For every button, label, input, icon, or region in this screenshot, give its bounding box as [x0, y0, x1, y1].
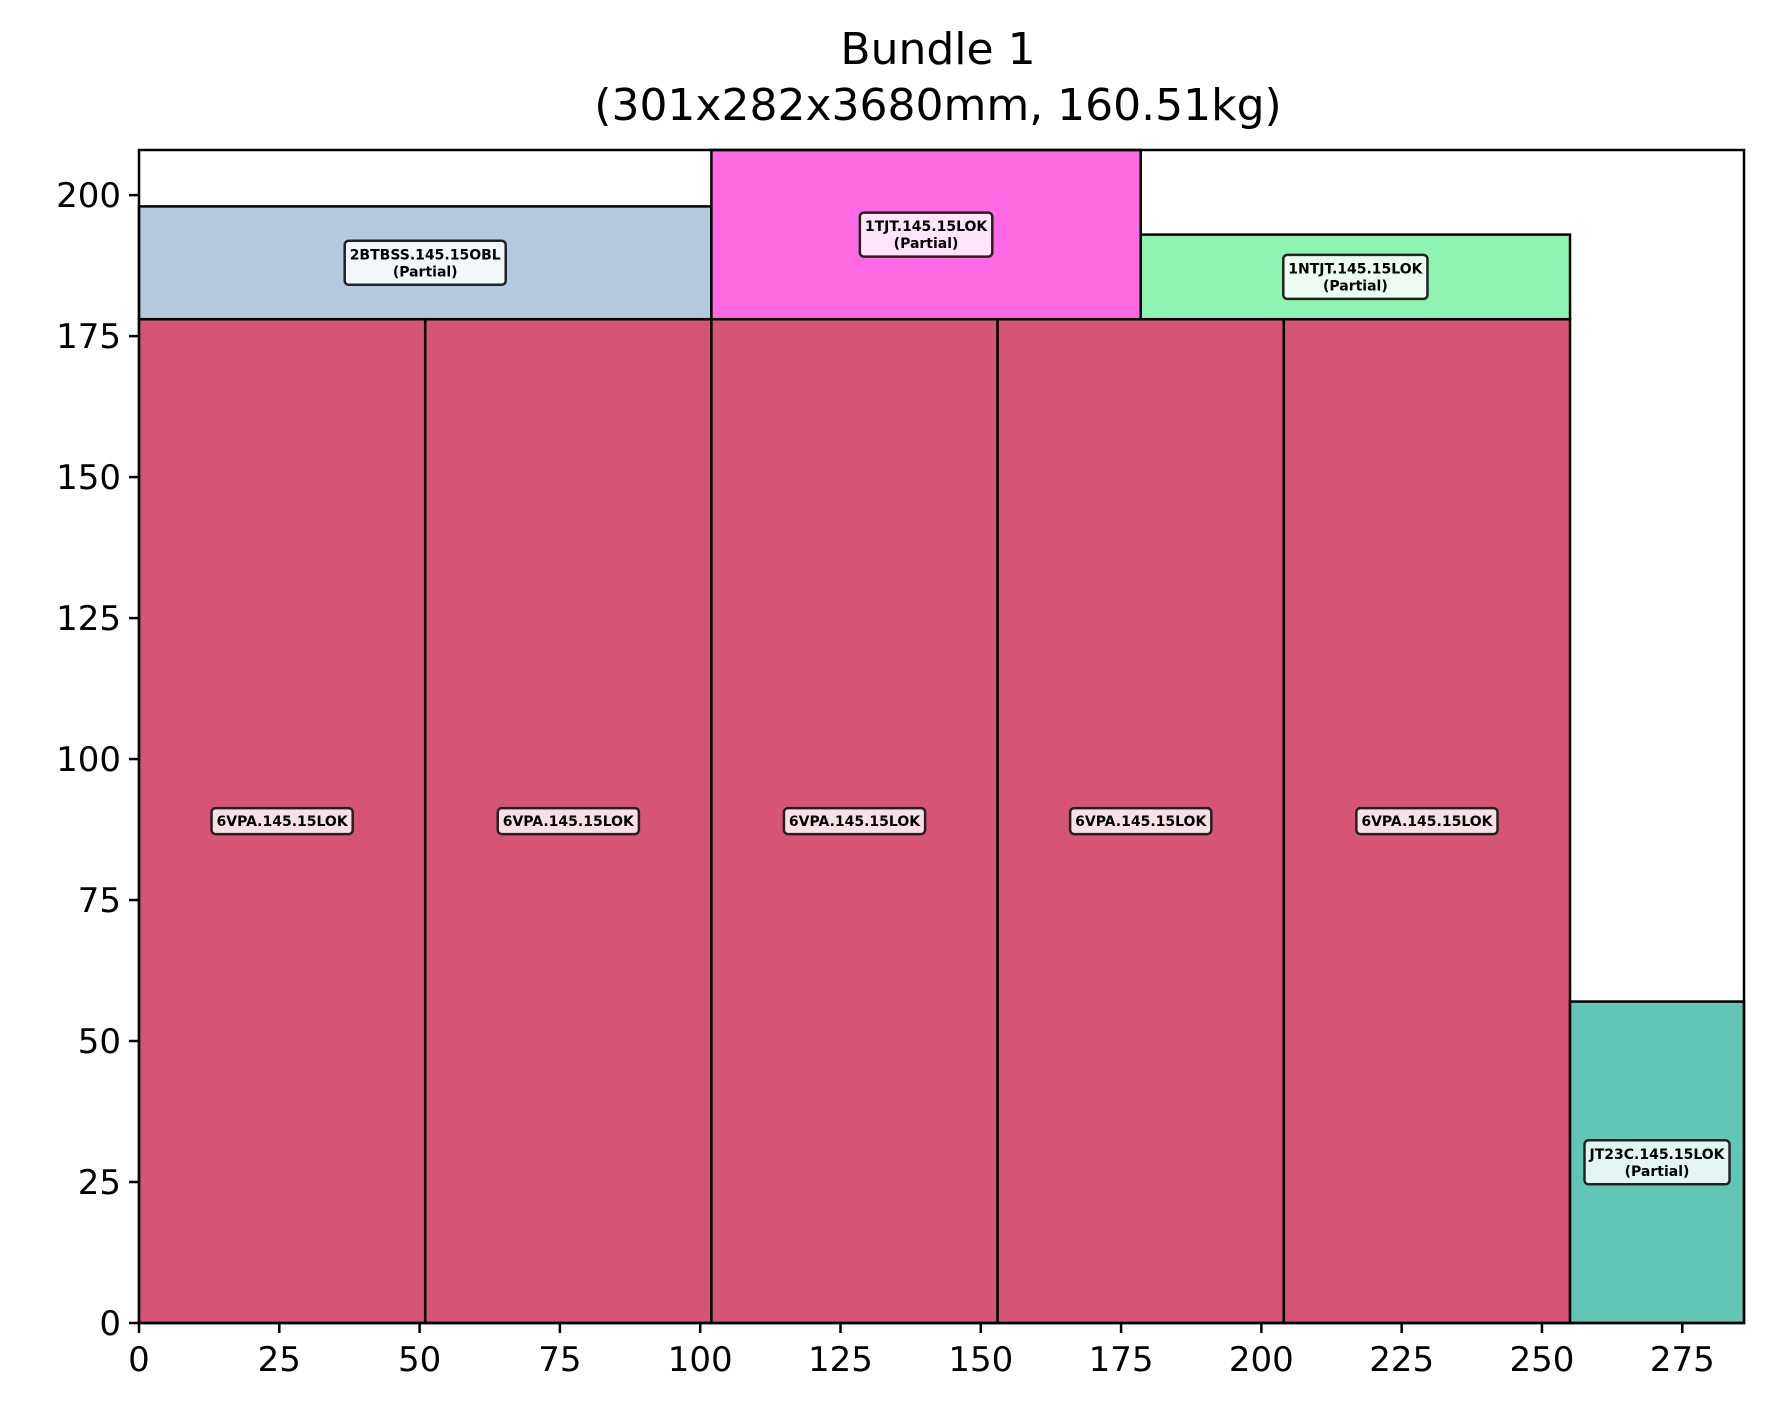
- item-label-box-6: [858, 211, 994, 258]
- item-label-text-6: 1TJT.145.15LOK: [865, 219, 989, 235]
- item-label-2: 6VPA.145.15LOK: [782, 806, 927, 836]
- x-tick-label-6: 150: [948, 1340, 1013, 1380]
- item-label-box-0: [210, 806, 354, 836]
- item-label-box-1: [496, 806, 641, 836]
- chart-subtitle: (301x282x3680mm, 160.51kg): [594, 80, 1281, 131]
- plot-frame: [137, 148, 1746, 1325]
- item-label-7: 1NTJT.145.15LOK(Partial): [1282, 253, 1429, 301]
- x-tick-label-10: 250: [1510, 1340, 1575, 1380]
- item-label-note-7: (Partial): [1323, 278, 1388, 294]
- x-tick-label-7: 175: [1089, 1340, 1154, 1380]
- x-tick-label-3: 75: [538, 1340, 581, 1380]
- item-rect-7: [1139, 233, 1572, 321]
- y-tick-label-2: 50: [78, 1022, 121, 1062]
- x-tick-label-0: 0: [128, 1340, 150, 1380]
- item-label-text-5: 2BTBSS.145.15OBL: [350, 247, 501, 263]
- x-tick-label-8: 200: [1229, 1340, 1294, 1380]
- item-label-note-5: (Partial): [393, 264, 458, 280]
- axes-layer: 0 25 50 75 100 125 150 175 200 225 250 275 0 25 50 75 10…: [56, 148, 1746, 1380]
- item-label-text-0: 6VPA.145.15LOK: [217, 814, 349, 830]
- item-label-3: 6VPA.145.15LOK: [1068, 806, 1213, 836]
- y-tick-label-7: 175: [56, 317, 121, 357]
- x-tick-label-2: 50: [398, 1340, 441, 1380]
- item-label-0: 6VPA.145.15LOK: [210, 806, 354, 836]
- item-label-box-3: [1068, 806, 1213, 836]
- item-label-box-5: [343, 239, 507, 287]
- item-label-text-7: 1NTJT.145.15LOK: [1288, 261, 1423, 277]
- x-tick-label-11: 275: [1650, 1340, 1715, 1380]
- item-label-1: 6VPA.145.15LOK: [496, 806, 641, 836]
- x-tick-label-5: 125: [808, 1340, 873, 1380]
- item-label-note-6: (Partial): [894, 236, 959, 252]
- y-tick-label-6: 150: [56, 458, 121, 498]
- y-tick-label-1: 25: [78, 1163, 121, 1203]
- item-label-5: 2BTBSS.145.15OBL(Partial): [343, 239, 507, 287]
- item-label-text-2: 6VPA.145.15LOK: [789, 814, 921, 830]
- item-label-8: JT23C.145.15LOK(Partial): [1583, 1139, 1731, 1186]
- item-label-box-7: [1282, 253, 1429, 301]
- item-label-box-2: [782, 806, 927, 836]
- item-label-text-8: JT23C.145.15LOK: [1589, 1147, 1726, 1163]
- x-tick-label-4: 100: [668, 1340, 733, 1380]
- item-label-text-4: 6VPA.145.15LOK: [1361, 814, 1493, 830]
- item-label-text-1: 6VPA.145.15LOK: [503, 814, 635, 830]
- item-label-text-3: 6VPA.145.15LOK: [1075, 814, 1207, 830]
- items-layer: [137, 148, 1746, 1325]
- x-tick-label-1: 25: [258, 1340, 301, 1380]
- y-tick-label-4: 100: [56, 740, 121, 780]
- y-tick-label-5: 125: [56, 599, 121, 639]
- chart-title: Bundle 1: [840, 24, 1035, 75]
- x-tick-label-9: 225: [1369, 1340, 1434, 1380]
- y-tick-label-0: 0: [99, 1304, 121, 1344]
- y-tick-label-8: 200: [56, 176, 121, 216]
- item-label-6: 1TJT.145.15LOK(Partial): [858, 211, 994, 258]
- item-label-box-4: [1355, 806, 1499, 836]
- y-tick-label-3: 75: [78, 881, 121, 921]
- item-label-box-8: [1583, 1139, 1731, 1186]
- item-label-4: 6VPA.145.15LOK: [1355, 806, 1499, 836]
- item-label-note-8: (Partial): [1625, 1164, 1690, 1180]
- labels-layer: 6VPA.145.15LOK 6VPA.145.15LOK 6VPA.145.15L…: [210, 211, 1731, 1186]
